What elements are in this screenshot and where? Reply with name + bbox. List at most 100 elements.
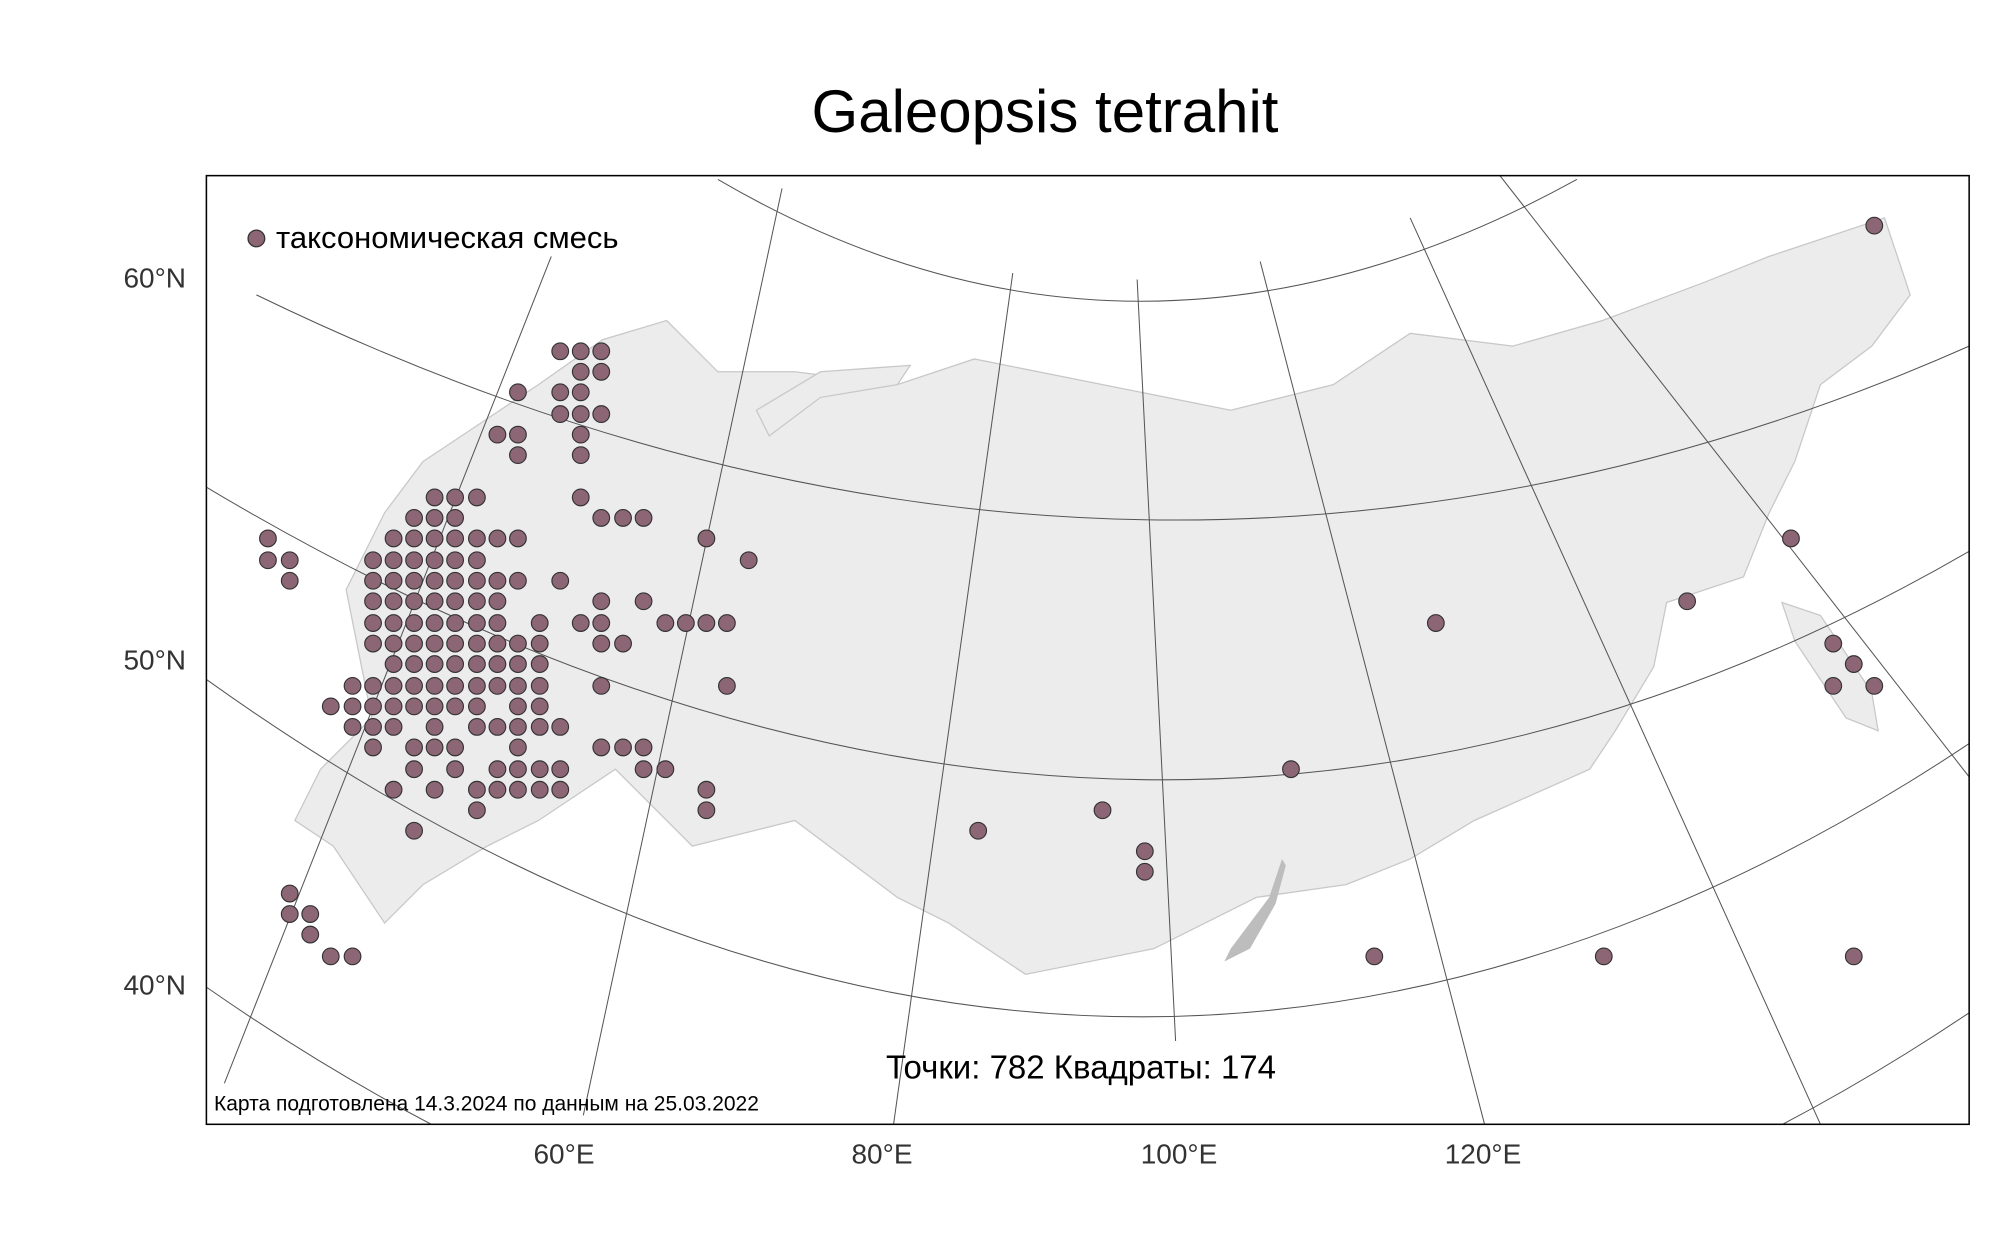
occurrence-dot: [656, 614, 675, 632]
occurrence-dot: [467, 614, 486, 632]
occurrence-dot: [1135, 862, 1154, 881]
occurrence-dot: [969, 821, 988, 840]
occurrence-dot: [1824, 634, 1843, 653]
occurrence-dot: [592, 342, 611, 361]
occurrence-dot: [509, 571, 527, 590]
occurrence-dot: [259, 529, 277, 548]
occurrence-dot: [405, 697, 423, 716]
occurrence-dot: [509, 738, 527, 757]
occurrence-dot: [343, 947, 362, 966]
occurrence-dot: [467, 634, 486, 653]
occurrence-dot: [364, 697, 382, 716]
occurrence-dot: [592, 362, 611, 381]
occurrence-dot: [425, 614, 444, 632]
meridian: [1136, 279, 1177, 1042]
map-frame: [205, 174, 1970, 1126]
meridian: [1259, 261, 1486, 1125]
occurrence-dot: [717, 676, 736, 695]
occurrence-dot: [446, 529, 465, 548]
occurrence-dot: [280, 884, 299, 903]
occurrence-dot: [384, 655, 403, 673]
counts-text: Точки: 782 Квадраты: 174: [886, 1049, 1276, 1086]
occurrence-dot: [509, 760, 527, 779]
occurrence-dot: [676, 614, 695, 632]
occurrence-dot: [405, 634, 423, 653]
occurrence-dot: [301, 925, 320, 944]
occurrence-dot: [405, 592, 423, 611]
occurrence-dot: [656, 760, 675, 779]
land: [755, 364, 912, 437]
occurrence-dot: [405, 821, 423, 840]
occurrence-dot: [467, 697, 486, 716]
occurrence-dot: [384, 717, 403, 736]
y-axis-label: 40°N: [123, 969, 186, 1000]
occurrence-dot: [467, 801, 486, 820]
occurrence-dot: [509, 676, 527, 695]
occurrence-dot: [446, 614, 465, 632]
occurrence-dot: [551, 760, 570, 779]
occurrence-dot: [343, 697, 362, 716]
occurrence-dot: [1426, 614, 1445, 632]
occurrence-dot: [425, 780, 444, 799]
occurrence-dot: [343, 676, 362, 695]
parallel: [206, 679, 1970, 1018]
occurrence-dot: [280, 571, 299, 590]
occurrence-dot: [697, 529, 716, 548]
occurrence-dot: [592, 592, 611, 611]
meridian: [893, 272, 1014, 1125]
footer-note: Карта подготовлена 14.3.2024 по данным н…: [214, 1093, 759, 1116]
occurrence-dot: [467, 551, 486, 570]
occurrence-dot: [509, 655, 527, 673]
occurrence-dot: [321, 947, 340, 966]
occurrence-dot: [530, 760, 549, 779]
occurrence-dot: [364, 738, 382, 757]
occurrence-dot: [592, 634, 611, 653]
occurrence-dot: [364, 614, 382, 632]
occurrence-dot: [384, 697, 403, 716]
occurrence-dot: [343, 717, 362, 736]
map-area: [205, 174, 1970, 1126]
occurrence-dot: [280, 905, 299, 923]
occurrence-dot: [364, 551, 382, 570]
occurrence-dot: [425, 592, 444, 611]
occurrence-dot: [364, 717, 382, 736]
occurrence-dot: [551, 780, 570, 799]
occurrence-dot: [446, 738, 465, 757]
occurrence-dot: [1844, 947, 1863, 966]
occurrence-dot: [405, 529, 423, 548]
occurrence-dot: [1824, 676, 1843, 695]
occurrence-dot: [530, 676, 549, 695]
meridian: [1499, 175, 1970, 778]
occurrence-dot: [551, 383, 570, 402]
occurrence-dot: [446, 571, 465, 590]
occurrence-dot: [384, 551, 403, 570]
occurrence-dot: [446, 634, 465, 653]
occurrence-dot: [509, 634, 527, 653]
occurrence-dot: [425, 488, 444, 507]
map-title: Galeopsis tetrahit: [812, 78, 1279, 145]
occurrence-dot: [488, 571, 507, 590]
occurrence-dot: [634, 592, 653, 611]
occurrence-dot: [364, 571, 382, 590]
occurrence-dot: [1093, 801, 1112, 820]
occurrence-dot: [571, 488, 590, 507]
parallel: [256, 294, 1970, 521]
occurrence-dot: [697, 614, 716, 632]
occurrence-dot: [509, 717, 527, 736]
occurrence-dot: [551, 405, 570, 423]
occurrence-dot: [446, 551, 465, 570]
meridian: [582, 188, 783, 1116]
x-axis-label: 120°E: [1445, 1138, 1522, 1169]
occurrence-dot: [467, 780, 486, 799]
occurrence-dot: [551, 717, 570, 736]
occurrence-dot: [614, 509, 632, 527]
occurrence-dot: [384, 592, 403, 611]
occurrence-dot: [467, 488, 486, 507]
occurrence-dot: [551, 342, 570, 361]
occurrence-dot: [446, 697, 465, 716]
occurrence-dot: [697, 780, 716, 799]
occurrence-dot: [488, 592, 507, 611]
occurrence-dot: [425, 738, 444, 757]
occurrence-dot: [446, 760, 465, 779]
